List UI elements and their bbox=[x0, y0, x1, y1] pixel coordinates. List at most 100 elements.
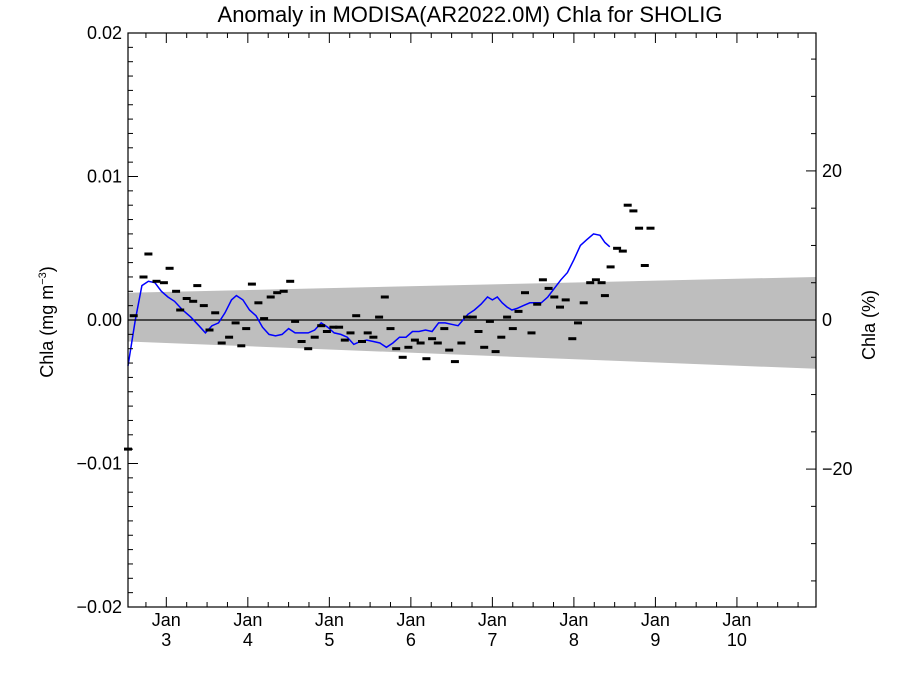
anomaly-band-layer bbox=[128, 276, 816, 369]
scatter-point bbox=[279, 289, 288, 293]
x-tick-label-year: 9 bbox=[650, 630, 660, 650]
scatter-point bbox=[129, 314, 138, 318]
scatter-point bbox=[363, 331, 372, 335]
scatter-point bbox=[445, 348, 454, 352]
scatter-point bbox=[291, 319, 300, 323]
scatter-point bbox=[144, 252, 153, 256]
scatter-point bbox=[189, 299, 198, 303]
scatter-point bbox=[635, 226, 644, 230]
scatter-point bbox=[386, 327, 395, 331]
y-tick-label: 0.01 bbox=[87, 167, 122, 187]
scatter-point bbox=[317, 324, 326, 328]
x-tick-label-month: Jan bbox=[396, 610, 425, 630]
scatter-point bbox=[550, 295, 559, 299]
scatter-point bbox=[629, 209, 638, 213]
scatter-point bbox=[225, 335, 234, 339]
scatter-point bbox=[392, 347, 401, 351]
scatter-point bbox=[474, 330, 483, 333]
scatter-point bbox=[618, 249, 627, 253]
scatter-point bbox=[211, 311, 220, 315]
scatter-point bbox=[556, 305, 564, 309]
y-tick-label: −0.02 bbox=[76, 597, 122, 617]
x-tick-label-year: 6 bbox=[406, 630, 416, 650]
scatter-point bbox=[139, 275, 148, 279]
scatter-point bbox=[297, 340, 306, 343]
y-axis-label-right: Chla (%) bbox=[859, 290, 879, 360]
scatter-point bbox=[340, 338, 349, 342]
scatter-point bbox=[237, 344, 246, 348]
scatter-point bbox=[480, 345, 489, 349]
scatter-point bbox=[613, 246, 622, 250]
y-right-tick-label: 0 bbox=[822, 310, 832, 330]
scatter-point bbox=[433, 341, 442, 345]
scatter-point bbox=[358, 340, 366, 343]
scatter-point bbox=[398, 355, 407, 359]
scatter-point bbox=[159, 281, 168, 285]
x-tick-label-month: Jan bbox=[478, 610, 507, 630]
scatter-point bbox=[182, 297, 191, 300]
scatter-point bbox=[273, 291, 282, 295]
scatter-point bbox=[450, 360, 459, 364]
scatter-point bbox=[508, 327, 517, 331]
scatter-point bbox=[242, 327, 251, 331]
scatter-point bbox=[491, 350, 500, 354]
x-tick-label-month: Jan bbox=[315, 610, 344, 630]
scatter-point bbox=[422, 357, 431, 361]
right-axis-ticks: 20 0 −20 bbox=[806, 58, 853, 582]
y-axis-label-left: Chla (mg m−3) bbox=[37, 266, 57, 378]
scatter-point bbox=[172, 289, 181, 293]
scatter-point bbox=[640, 264, 649, 267]
scatter-point bbox=[544, 286, 553, 290]
anomaly-line bbox=[127, 233, 611, 367]
y-tick-label: 0.00 bbox=[87, 310, 122, 330]
x-tick-label-month: Jan bbox=[559, 610, 588, 630]
scatter-point bbox=[485, 319, 494, 323]
scatter-point bbox=[428, 337, 437, 341]
anomaly-line-layer bbox=[127, 233, 611, 367]
x-tick-label-month: Jan bbox=[722, 610, 751, 630]
scatter-point bbox=[600, 294, 609, 298]
scatter-point bbox=[193, 284, 202, 288]
x-tick-label-year: 3 bbox=[161, 630, 171, 650]
scatter-point bbox=[322, 330, 331, 333]
scatter-point bbox=[286, 279, 295, 283]
scatter-point bbox=[591, 278, 600, 282]
scatter-point bbox=[335, 325, 344, 329]
scatter-point bbox=[623, 203, 632, 207]
scatter-point bbox=[254, 301, 263, 305]
y-axis-label-superscript: −3 bbox=[37, 272, 49, 285]
scatter-point bbox=[231, 321, 240, 325]
scatter-point bbox=[468, 315, 477, 319]
x-tick-label-year: 5 bbox=[324, 630, 334, 650]
scatter-point-layer bbox=[124, 203, 655, 451]
scatter-point bbox=[247, 282, 256, 286]
scatter-point bbox=[310, 335, 319, 339]
scatter-point bbox=[646, 226, 655, 230]
scatter-point bbox=[606, 265, 615, 269]
scatter-point bbox=[304, 347, 313, 351]
x-tick-label-year: 10 bbox=[727, 630, 747, 650]
x-tick-label-month: Jan bbox=[152, 610, 181, 630]
scatter-point bbox=[380, 295, 389, 299]
scatter-point bbox=[404, 345, 413, 349]
scatter-point bbox=[514, 309, 523, 313]
scatter-point bbox=[416, 341, 425, 345]
left-axis-ticks: 0.02 0.01 0.00 −0.01 −0.02 bbox=[76, 23, 138, 617]
scatter-point bbox=[568, 337, 577, 341]
y-tick-label: −0.01 bbox=[76, 454, 122, 474]
scatter-point bbox=[597, 281, 606, 285]
x-tick-label-year: 7 bbox=[487, 630, 497, 650]
scatter-point bbox=[205, 328, 214, 332]
scatter-point bbox=[375, 315, 384, 319]
scatter-point bbox=[199, 304, 208, 308]
scatter-point bbox=[579, 301, 588, 305]
scatter-point bbox=[527, 331, 536, 335]
y-right-tick-label: −20 bbox=[822, 459, 853, 479]
x-tick-label-year: 8 bbox=[569, 630, 579, 650]
scatter-point bbox=[533, 302, 542, 306]
anomaly-band bbox=[128, 276, 816, 369]
scatter-point bbox=[329, 325, 338, 329]
scatter-point bbox=[346, 331, 355, 335]
